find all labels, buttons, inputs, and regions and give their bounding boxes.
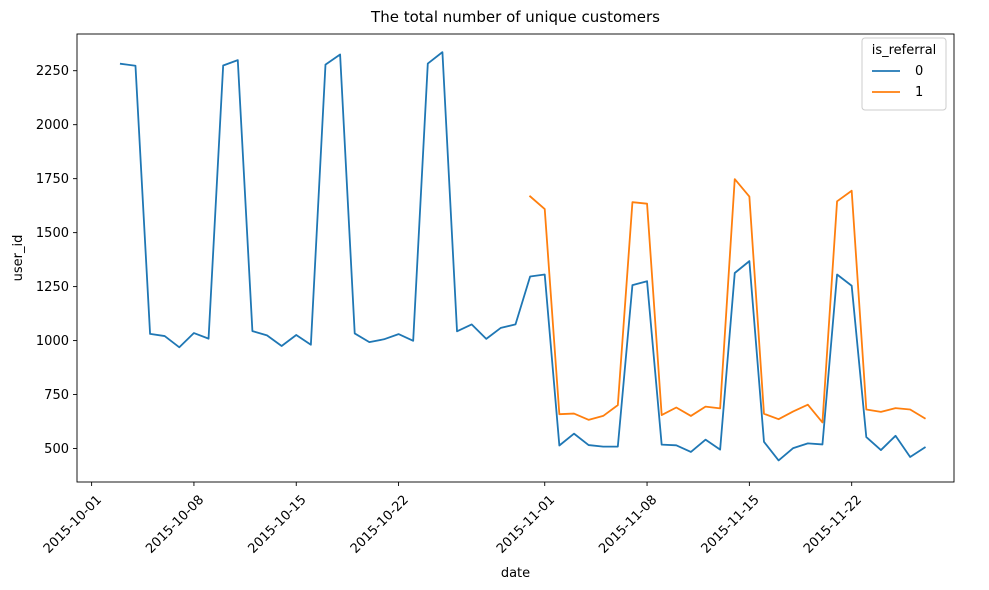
y-tick-label-1: 750 bbox=[44, 388, 69, 403]
x-tick-label-3: 2015-10-22 bbox=[348, 493, 412, 557]
x-tick-label-6: 2015-11-15 bbox=[699, 493, 763, 557]
y-tick-label-4: 1500 bbox=[36, 226, 69, 241]
legend: is_referral 0 1 bbox=[861, 37, 947, 111]
x-tick-label-7: 2015-11-22 bbox=[801, 493, 865, 557]
y-tick-label-7: 2250 bbox=[36, 64, 69, 79]
plot-area bbox=[76, 33, 955, 483]
y-axis-label: user_id bbox=[11, 235, 26, 282]
x-tick-label-0: 2015-10-01 bbox=[41, 493, 105, 557]
x-tick-label-2: 2015-10-15 bbox=[245, 493, 309, 557]
chart-title: The total number of unique customers bbox=[370, 8, 660, 26]
x-tick-label-1: 2015-10-08 bbox=[143, 493, 207, 557]
legend-label-1: 1 bbox=[915, 85, 923, 100]
series-line-0 bbox=[119, 51, 927, 462]
legend-title: is_referral bbox=[872, 43, 937, 58]
y-tick-label-5: 1750 bbox=[36, 172, 69, 187]
x-axis: 2015-10-01 2015-10-08 2015-10-15 2015-10-22… bbox=[41, 482, 865, 557]
series-line-1 bbox=[528, 178, 927, 424]
y-tick-label-0: 500 bbox=[44, 442, 69, 457]
legend-label-0: 0 bbox=[915, 64, 923, 79]
y-axis: 500 750 1000 1250 1500 1750 2000 2250 bbox=[36, 64, 77, 457]
x-axis-label: date bbox=[501, 566, 530, 581]
y-tick-label-6: 2000 bbox=[36, 118, 69, 133]
x-tick-label-4: 2015-11-01 bbox=[494, 493, 558, 557]
series-layer bbox=[119, 51, 927, 462]
y-tick-label-3: 1250 bbox=[36, 280, 69, 295]
y-tick-label-2: 1000 bbox=[36, 334, 69, 349]
x-tick-label-5: 2015-11-08 bbox=[596, 493, 660, 557]
